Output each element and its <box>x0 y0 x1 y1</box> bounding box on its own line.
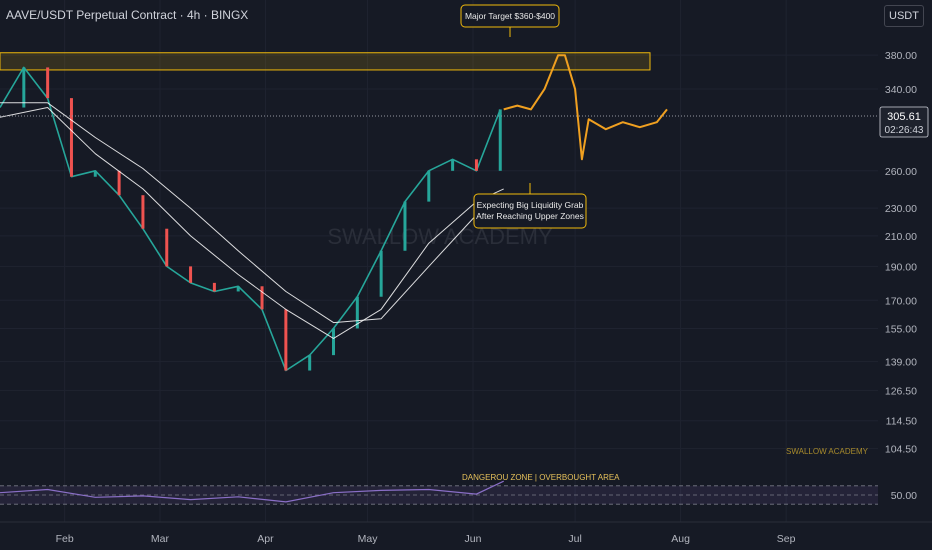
series-ma-slow <box>0 102 504 324</box>
bar-countdown: 02:26:43 <box>885 125 924 136</box>
target-zone <box>0 52 651 71</box>
x-tick-label: Feb <box>56 533 74 545</box>
rsi-tick-label: 50.00 <box>891 490 917 502</box>
x-tick-label: Jun <box>465 533 482 545</box>
y-tick-label: 190.00 <box>885 261 917 273</box>
target-zones <box>0 52 651 71</box>
y-tick-label: 104.50 <box>885 444 917 456</box>
price-badge: 305.61 02:26:43 <box>879 106 929 138</box>
y-tick-label: 340.00 <box>885 84 917 96</box>
last-price-value: 305.61 <box>887 111 921 123</box>
x-tick-label: Apr <box>257 533 274 545</box>
price-axis[interactable]: 380.00 340.00 260.00 230.00 210.00 190.00 170.… <box>885 50 917 455</box>
y-tick-label: 155.00 <box>885 323 917 335</box>
y-tick-label: 170.00 <box>885 295 917 307</box>
symbol-title: AAVE/USDT Perpetual Contract · 4h · BING… <box>6 8 249 22</box>
series-ma-fast <box>0 107 504 339</box>
x-tick-label: Mar <box>151 533 170 545</box>
rsi-band <box>0 485 878 505</box>
overbought-label: DANGEROU ZONE | OVERBOUGHT AREA <box>462 473 620 482</box>
y-tick-label: 126.50 <box>885 385 917 397</box>
y-tick-label: 210.00 <box>885 231 917 243</box>
x-tick-label: Jul <box>568 533 581 545</box>
x-tick-label: Aug <box>671 533 690 545</box>
time-axis[interactable]: Feb Mar Apr May Jun Jul Aug Sep <box>56 533 796 545</box>
price-series <box>0 54 668 372</box>
y-tick-label: 230.00 <box>885 203 917 215</box>
liquidity-callout-text: After Reaching Upper Zones <box>476 211 584 221</box>
series-projection <box>503 54 668 161</box>
target-callout-text: Major Target $360-$400 <box>465 11 555 21</box>
rsi-line <box>0 480 504 503</box>
y-tick-label: 380.00 <box>885 50 917 62</box>
brand-label: SWALLOW ACADEMY <box>786 447 869 456</box>
x-tick-label: Sep <box>777 533 796 545</box>
rsi-panel: 50.00 DANGEROU ZONE | OVERBOUGHT AREA <box>0 473 932 523</box>
x-tick-label: May <box>358 533 379 545</box>
annotations: Major Target $360-$400 Expecting Big Liqu… <box>460 4 587 229</box>
currency-button[interactable]: USDT <box>884 5 924 27</box>
y-tick-label: 139.00 <box>885 357 917 369</box>
y-tick-label: 260.00 <box>885 166 917 178</box>
grid <box>0 0 878 522</box>
series-price <box>0 66 502 372</box>
y-tick-label: 114.50 <box>886 416 917 428</box>
liquidity-callout-text: Expecting Big Liquidity Grab <box>477 200 584 210</box>
